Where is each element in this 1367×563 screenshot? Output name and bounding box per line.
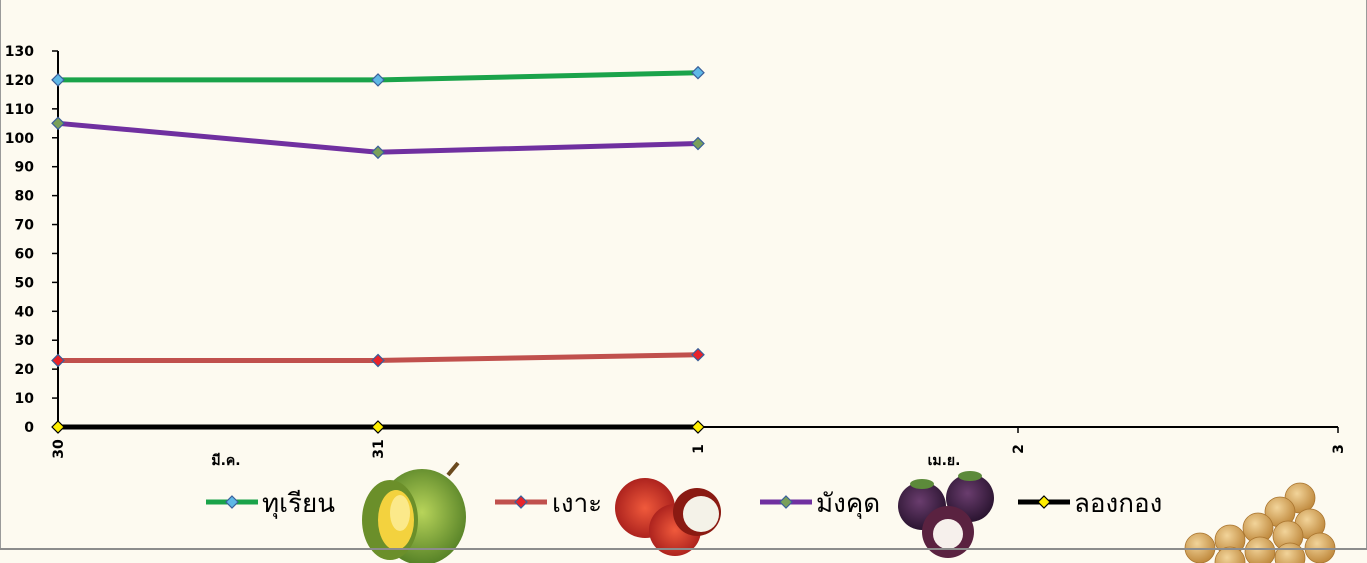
data-point [691,65,705,80]
data-point [691,420,705,434]
frame-bottom-border [0,548,1367,550]
x-tick-label: 30 [51,439,67,459]
legend-swatch-marker [225,495,239,509]
y-tick-label: 0 [24,420,34,436]
frame-left-border [0,0,1,550]
y-tick-label: 90 [15,160,35,176]
month-label: เม.ย. [928,453,961,469]
legend-swatch-marker [514,495,528,509]
data-point [51,116,65,131]
y-tick-label: 100 [5,131,34,147]
y-tick-label: 80 [15,189,35,205]
y-tick-label: 110 [5,102,34,118]
data-point [371,145,385,160]
longkong-image [1184,482,1336,563]
x-tick-label: 2 [1011,444,1027,454]
y-tick-label: 40 [15,304,35,320]
legend-label: มังคุด [816,489,880,519]
y-tick-label: 20 [15,362,35,378]
legend-label: ลองกอง [1074,489,1162,519]
y-tick-label: 60 [15,246,35,262]
legend-swatch-marker [779,495,793,509]
data-point [51,73,65,87]
y-tick-label: 30 [15,333,35,349]
legend-label: เงาะ [552,489,602,519]
data-point [51,420,65,434]
y-tick-label: 50 [15,275,35,291]
data-point [371,353,385,368]
y-tick-label: 130 [5,44,34,60]
y-tick-label: 10 [15,391,35,407]
data-point [371,420,385,434]
rambutan-image [615,478,721,556]
legend-label: ทุเรียน [262,489,335,519]
month-label: มี.ค. [211,453,240,469]
x-tick-label: 31 [371,439,387,458]
durian-image [362,461,466,563]
mangosteen-image [898,471,994,558]
x-tick-label: 1 [691,444,707,454]
data-point [371,73,385,87]
data-point [691,347,705,362]
y-tick-label: 120 [5,73,34,89]
legend-swatch-marker [1037,495,1051,509]
x-tick-label: 3 [1331,444,1347,454]
data-point [51,353,65,368]
y-tick-label: 70 [15,218,35,234]
data-point [691,136,705,151]
